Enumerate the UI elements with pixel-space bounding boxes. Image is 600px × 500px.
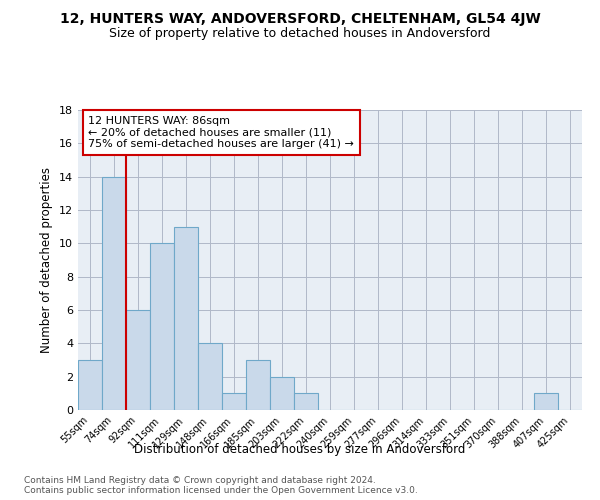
Bar [246, 360, 270, 410]
Bar [78, 360, 102, 410]
Text: Distribution of detached houses by size in Andoversford: Distribution of detached houses by size … [134, 442, 466, 456]
Text: 12, HUNTERS WAY, ANDOVERSFORD, CHELTENHAM, GL54 4JW: 12, HUNTERS WAY, ANDOVERSFORD, CHELTENHA… [59, 12, 541, 26]
Bar [150, 244, 174, 410]
Bar [534, 394, 558, 410]
Text: 12 HUNTERS WAY: 86sqm
← 20% of detached houses are smaller (11)
75% of semi-deta: 12 HUNTERS WAY: 86sqm ← 20% of detached … [88, 116, 354, 149]
Text: Size of property relative to detached houses in Andoversford: Size of property relative to detached ho… [109, 28, 491, 40]
Bar [126, 310, 150, 410]
Bar [294, 394, 318, 410]
Bar [174, 226, 198, 410]
Bar [270, 376, 294, 410]
Bar [102, 176, 126, 410]
Bar [198, 344, 222, 410]
Y-axis label: Number of detached properties: Number of detached properties [40, 167, 53, 353]
Text: Contains HM Land Registry data © Crown copyright and database right 2024.
Contai: Contains HM Land Registry data © Crown c… [24, 476, 418, 495]
Bar [222, 394, 246, 410]
